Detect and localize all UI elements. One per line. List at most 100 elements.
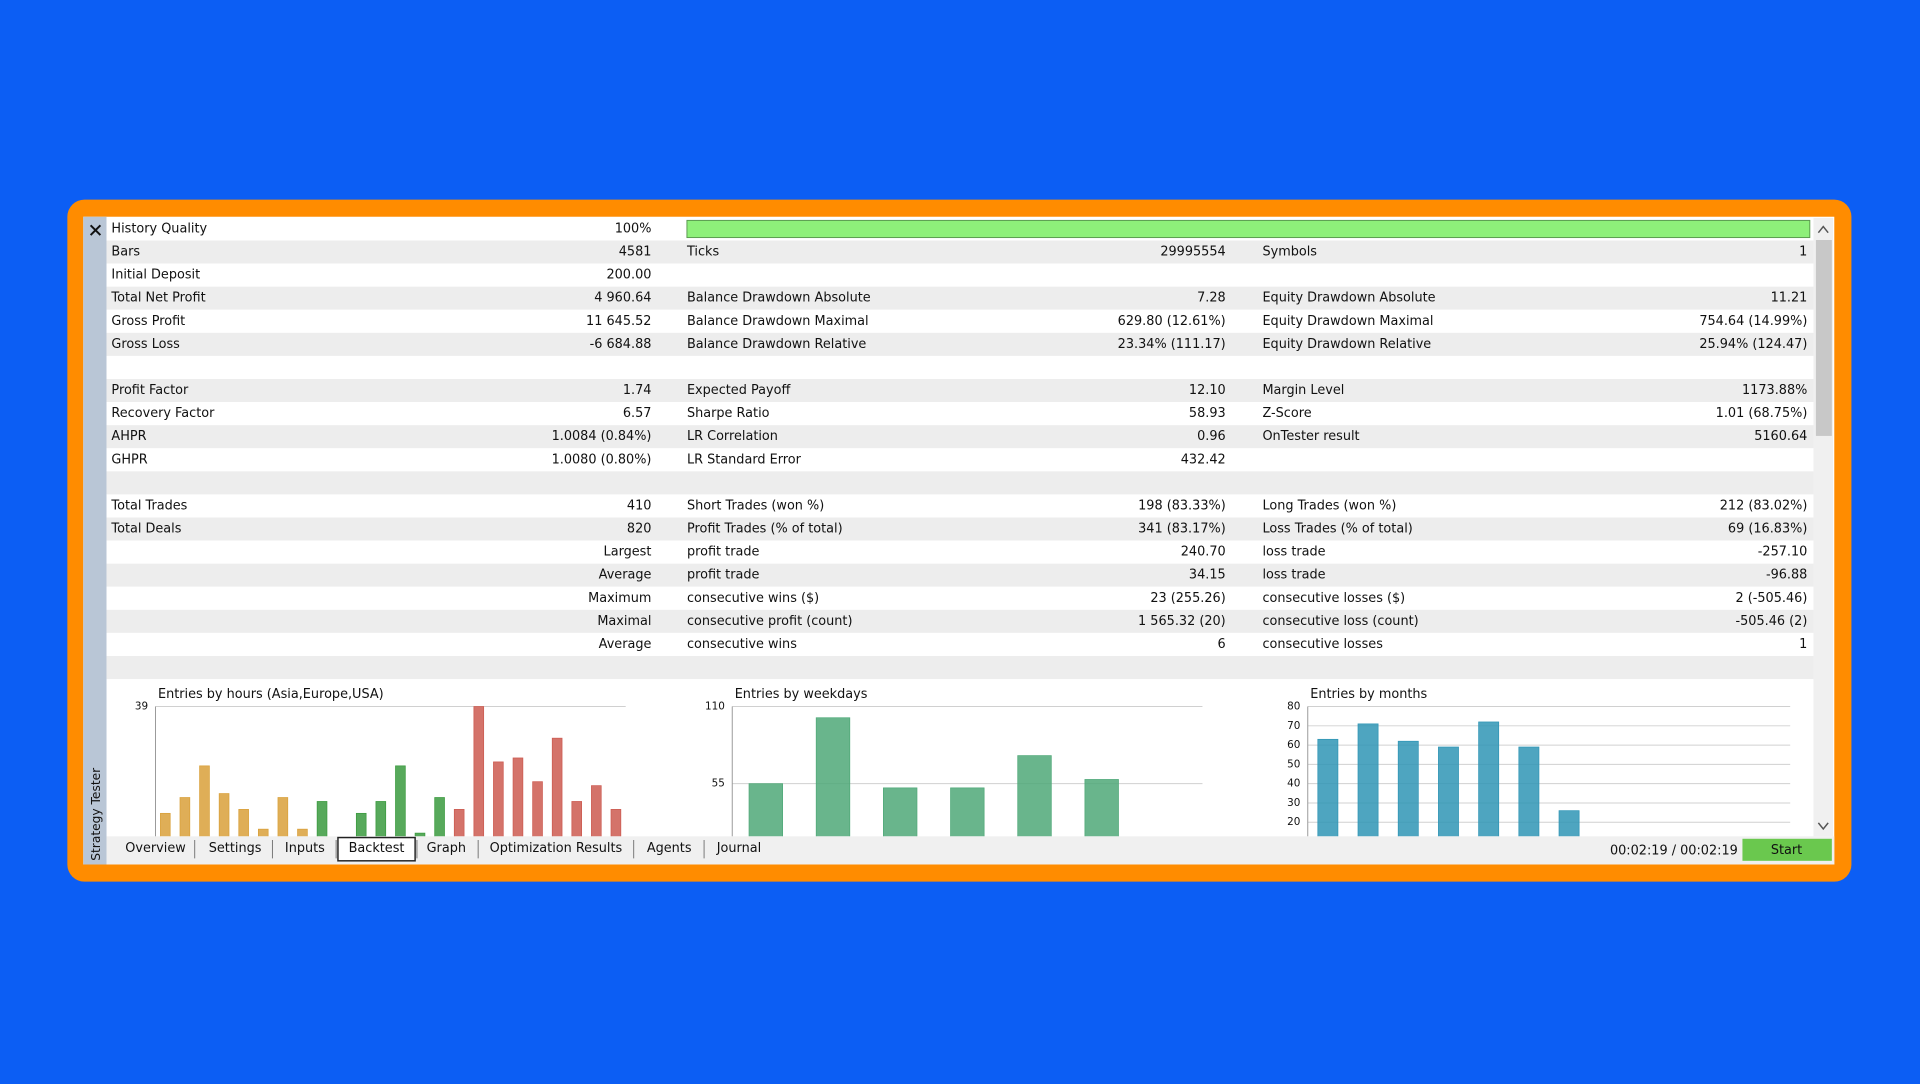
chart-title: Entries by weekdays [735,687,868,702]
tab[interactable]: Settings [209,841,262,856]
row-label: Long Trades (won %) [1262,498,1396,513]
active-tab [337,836,416,862]
scrollbar[interactable] [1813,217,1834,837]
row-value: 1.0080 (0.80%) [552,452,652,467]
tab[interactable]: Optimization Results [490,841,623,856]
row-label: loss trade [1262,545,1325,560]
row-label: Sharpe Ratio [687,406,770,421]
y-tick-label: 60 [1287,739,1300,751]
bar [512,757,524,837]
row-label: profit trade [687,545,760,560]
row-value: 4 960.64 [594,291,651,306]
bar [375,801,387,837]
side-strip [83,216,107,865]
row-label: Margin Level [1262,383,1344,398]
row-value: 6 [1218,637,1226,652]
start-button[interactable]: Start [1742,838,1832,861]
row-value: -6 684.88 [590,337,652,352]
y-tick-label: 55 [712,778,725,790]
bar [395,765,406,837]
row-background [106,240,1814,264]
bar [1478,721,1500,837]
bar [610,809,622,837]
bar [1317,738,1339,837]
row-value: 1.01 (68.75%) [1716,406,1808,421]
row-background [106,379,1814,403]
bar [179,797,191,837]
row-label: consecutive wins [687,637,797,652]
row-value: 5160.64 [1754,429,1807,444]
timer: 00:02:19 / 00:02:19 [1610,844,1738,859]
row-label: Expected Payoff [687,383,792,398]
chart-title: Entries by months [1310,687,1427,702]
bar [1357,723,1379,837]
row-value: -96.88 [1766,568,1807,583]
y-tick-label: 70 [1287,720,1300,732]
y-tick-label: 80 [1287,701,1300,713]
row-label: Profit Factor [111,383,189,398]
row-value: 240.70 [1181,545,1226,560]
tab[interactable]: Overview [125,841,185,856]
row-label: loss trade [1262,568,1325,583]
row-value: 1 [1799,637,1807,652]
row-value: 629.80 (12.61%) [1118,314,1226,329]
row-value: 12.10 [1189,383,1226,398]
bar [199,765,210,837]
row-background [106,655,1814,680]
row-value: 6.57 [623,406,652,421]
row-value: Average [599,568,652,583]
row-value: 754.64 (14.99%) [1699,314,1807,329]
row-value: Maximal [597,614,651,629]
start-label[interactable]: Start [1771,843,1802,858]
row-label: Profit Trades (% of total) [687,522,843,537]
row-label: Bars [111,245,140,260]
close-button[interactable] [89,224,102,236]
row-background [106,332,1814,356]
row-value: 25.94% (124.47) [1699,337,1807,352]
row-label: Equity Drawdown Relative [1262,337,1431,352]
row-background [106,425,1814,449]
y-tick-label: 40 [1287,778,1300,790]
bar [238,809,249,837]
row-value: Largest [604,545,652,560]
tab[interactable]: Inputs [285,841,325,856]
row-label: AHPR [111,429,146,444]
row-value: 11 645.52 [586,314,651,329]
bar [883,787,918,837]
row-label: Equity Drawdown Maximal [1262,314,1433,329]
plot [1307,706,1791,837]
row-value: 198 (83.33%) [1138,498,1226,513]
bar [1518,746,1540,837]
row-label: Balance Drawdown Maximal [687,314,869,329]
bar [571,801,582,837]
row-background [106,609,1814,633]
row-background [106,286,1814,310]
y-tick-label: 110 [705,701,725,713]
row-value: 58.93 [1189,406,1226,421]
tab[interactable]: Backtest [349,841,405,856]
bar [1438,746,1459,837]
tab[interactable]: Agents [647,841,692,856]
bar [473,706,485,837]
row-background [106,309,1814,333]
bar [1558,810,1580,837]
bar [434,797,445,837]
row-label: consecutive wins ($) [687,591,819,606]
row-label: Loss Trades (% of total) [1262,522,1412,537]
row-label: Gross Profit [111,314,185,329]
tab[interactable]: Journal [716,841,761,856]
y-tick-label: 30 [1287,797,1300,809]
bar [532,781,543,837]
tab[interactable]: Graph [427,841,466,856]
row-value: 1 565.32 (20) [1138,614,1226,629]
row-label: Symbols [1262,245,1317,260]
plot [732,706,1203,837]
row-value: 69 (16.83%) [1728,522,1807,537]
row-value: 341 (83.17%) [1138,522,1226,537]
bar [551,737,563,837]
bar [815,717,851,837]
row-value: 23 (255.26) [1150,591,1225,606]
row-background [106,517,1814,541]
